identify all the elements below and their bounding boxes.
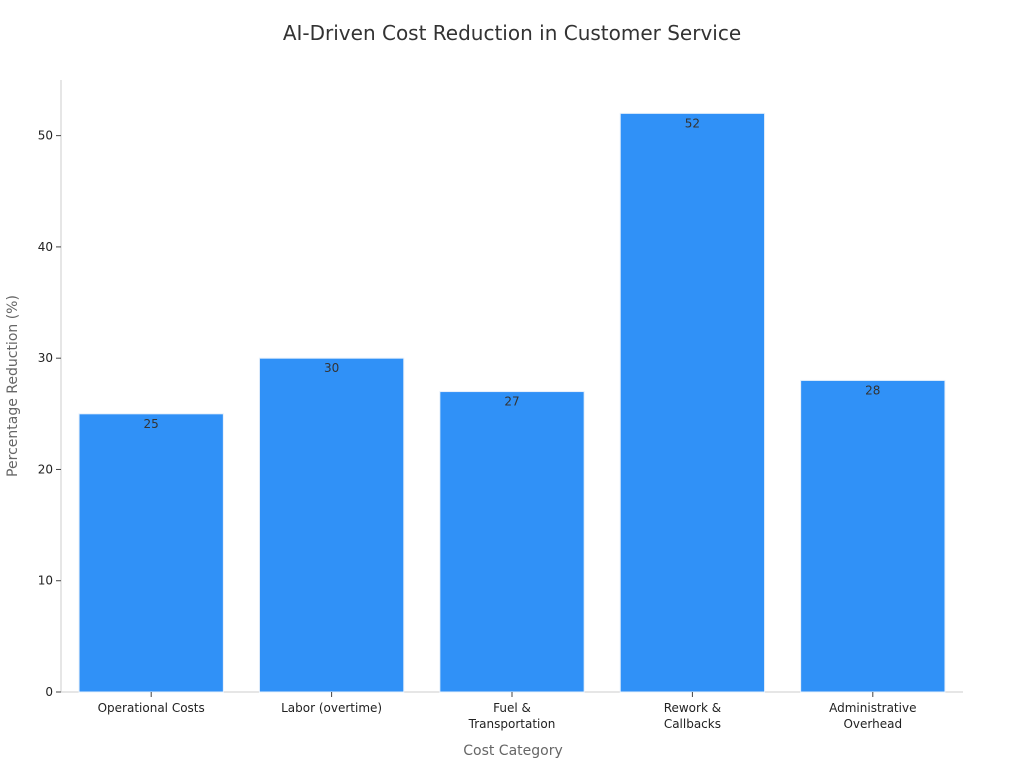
y-tick-label: 0 (45, 685, 53, 699)
bar (439, 391, 585, 693)
bar (258, 357, 405, 693)
bar-value-label: 52 (685, 116, 700, 130)
y-axis-title: Percentage Reduction (%) (5, 295, 21, 477)
y-tick-label: 40 (38, 240, 53, 254)
bar-value-label: 30 (324, 361, 339, 375)
x-tick-label: Operational Costs (98, 701, 205, 715)
y-tick-label: 50 (38, 129, 53, 143)
bar-value-label: 27 (504, 395, 519, 409)
x-tick-label: Fuel & Transportation (468, 701, 556, 731)
bar-value-label: 25 (144, 417, 159, 431)
x-axis-title: Cost Category (463, 743, 563, 759)
y-tick-label: 10 (38, 574, 53, 588)
x-tick-label: Administrative Overhead (829, 701, 916, 731)
plot-area: 0 10 20 30 40 50 25 Operational Costs 30 Labor (o… (38, 80, 963, 731)
x-tick-label: Rework & Callbacks (664, 701, 721, 731)
y-tick-label: 30 (38, 351, 53, 365)
chart-title: AI-Driven Cost Reduction in Customer Ser… (283, 21, 741, 45)
bar (78, 413, 224, 693)
bar (619, 112, 766, 693)
bar (800, 379, 946, 693)
y-tick-label: 20 (38, 462, 53, 476)
x-tick-label: Labor (overtime) (281, 701, 382, 715)
bar-value-label: 28 (865, 383, 880, 397)
